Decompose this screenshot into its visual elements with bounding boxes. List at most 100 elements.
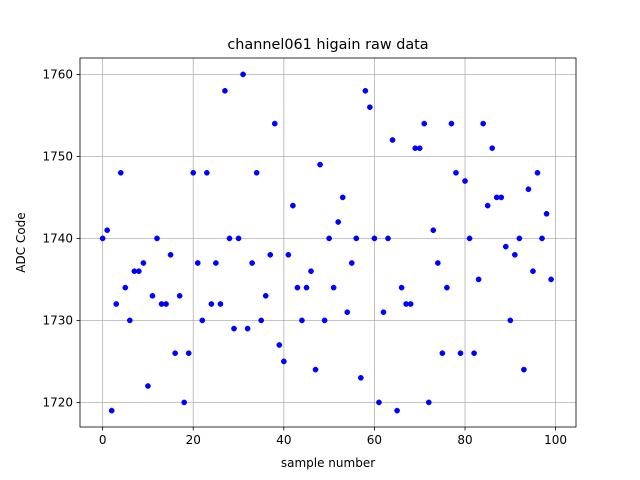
- data-point: [525, 186, 532, 193]
- data-point: [163, 301, 169, 307]
- data-point: [330, 284, 337, 291]
- data-point: [312, 366, 319, 373]
- data-point: [258, 317, 265, 324]
- data-point: [548, 276, 554, 283]
- data-point: [385, 235, 391, 242]
- grid: [80, 58, 576, 427]
- y-tick-label: 1720: [42, 396, 73, 410]
- data-point: [430, 227, 437, 234]
- data-point: [154, 235, 160, 242]
- data-point: [167, 251, 174, 258]
- data-point: [389, 137, 396, 143]
- data-point: [457, 350, 464, 357]
- data-point: [539, 235, 545, 242]
- x-tick-label: 100: [544, 433, 567, 447]
- data-point: [507, 317, 514, 324]
- data-point: [511, 251, 518, 258]
- data-point: [484, 202, 491, 209]
- data-point: [521, 366, 527, 373]
- data-point: [240, 71, 246, 78]
- data-point: [489, 145, 496, 152]
- y-tick-label: 1750: [42, 150, 73, 164]
- data-point: [108, 407, 115, 414]
- data-point: [335, 219, 342, 225]
- data-point: [213, 260, 219, 266]
- data-point: [475, 276, 482, 283]
- data-point: [534, 169, 541, 176]
- data-point: [222, 87, 228, 94]
- x-tick-label: 0: [99, 433, 107, 447]
- data-point: [99, 235, 106, 242]
- data-point: [267, 251, 274, 258]
- data-point: [453, 169, 459, 176]
- data-point: [185, 350, 192, 357]
- data-point: [317, 161, 323, 168]
- data-point: [480, 120, 486, 127]
- data-point: [136, 268, 142, 275]
- data-point: [176, 292, 183, 299]
- data-point: [190, 169, 197, 176]
- data-point: [299, 317, 305, 324]
- data-point: [235, 235, 242, 242]
- data-point: [357, 374, 364, 381]
- data-point: [249, 260, 255, 266]
- data-point: [434, 260, 441, 266]
- data-point: [117, 169, 124, 176]
- data-point: [308, 268, 314, 275]
- data-point: [425, 399, 432, 406]
- data-point: [149, 292, 156, 299]
- data-point: [543, 210, 550, 217]
- data-point: [285, 251, 292, 258]
- data-point: [199, 317, 206, 324]
- data-point: [294, 284, 301, 291]
- data-point: [203, 169, 210, 176]
- data-point: [407, 301, 414, 307]
- x-tick-label: 20: [186, 433, 201, 447]
- data-point: [244, 325, 251, 332]
- data-point: [326, 235, 332, 242]
- data-point: [502, 243, 509, 250]
- x-tick-label: 40: [276, 433, 291, 447]
- data-point: [271, 120, 278, 127]
- data-point: [276, 342, 283, 348]
- data-point: [208, 301, 215, 307]
- data-point: [380, 309, 387, 316]
- data-point: [231, 325, 237, 332]
- data-point: [498, 194, 505, 201]
- x-tick-label: 80: [457, 433, 472, 447]
- data-point: [253, 169, 260, 176]
- data-point: [339, 194, 346, 201]
- data-point: [394, 407, 400, 414]
- data-point: [262, 292, 269, 299]
- data-point: [516, 235, 523, 242]
- y-tick-label: 1740: [42, 232, 73, 246]
- data-point: [371, 235, 378, 242]
- x-tick-label: 60: [367, 433, 382, 447]
- data-point: [471, 350, 477, 357]
- data-point: [444, 284, 450, 291]
- data-point: [140, 260, 147, 266]
- data-point: [122, 284, 129, 291]
- chart-title: channel061 higain raw data: [227, 37, 428, 53]
- y-tick-label: 1730: [42, 314, 73, 328]
- data-point: [367, 104, 373, 111]
- data-points: [99, 71, 554, 414]
- data-point: [145, 383, 151, 389]
- y-axis-label: ADC Code: [14, 212, 28, 272]
- data-point: [353, 235, 360, 242]
- data-point: [462, 178, 468, 184]
- x-axis-label: sample number: [281, 456, 375, 470]
- data-point: [126, 317, 133, 324]
- data-point: [172, 350, 178, 357]
- y-tick-label: 1760: [42, 68, 73, 82]
- data-point: [217, 301, 224, 307]
- data-point: [530, 268, 536, 275]
- data-point: [303, 284, 310, 291]
- data-point: [421, 120, 428, 127]
- data-point: [290, 202, 296, 209]
- data-point: [194, 260, 201, 266]
- data-point: [416, 145, 423, 152]
